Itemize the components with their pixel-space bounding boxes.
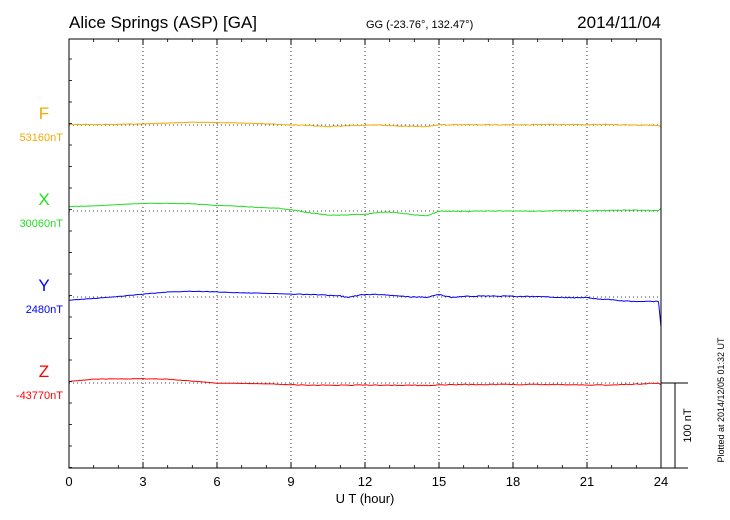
plotted-timestamp: Plotted at 2014/12/05 01:32 UT bbox=[716, 337, 726, 463]
baseline-value-y: 2480nT bbox=[26, 304, 64, 316]
x-tick-label: 3 bbox=[139, 474, 146, 489]
series-lines bbox=[68, 121, 662, 387]
baseline-value-x: 30060nT bbox=[20, 218, 64, 230]
x-axis-label: U T (hour) bbox=[336, 491, 395, 506]
baseline-value-f: 53160nT bbox=[20, 132, 64, 144]
channel-name-z: Z bbox=[39, 362, 49, 381]
x-tick-label: 24 bbox=[654, 474, 668, 489]
series-line-x bbox=[69, 202, 662, 217]
channel-labels: F 53160nT X 30060nT Y 2480nT Z -43770nT bbox=[16, 104, 63, 402]
scale-bar bbox=[661, 382, 688, 469]
x-tick-label: 12 bbox=[358, 474, 372, 489]
x-axis-ticks: 0 3 6 9 12 15 18 21 24 bbox=[65, 39, 668, 489]
coordinates-label: GG (-23.76°, 132.47°) bbox=[366, 19, 473, 31]
x-tick-label: 6 bbox=[213, 474, 220, 489]
x-tick-label: 9 bbox=[287, 474, 294, 489]
baseline-value-z: -43770nT bbox=[16, 390, 63, 402]
x-tick-label: 15 bbox=[432, 474, 446, 489]
station-title: Alice Springs (ASP) [GA] bbox=[69, 13, 257, 32]
date-label: 2014/11/04 bbox=[577, 13, 661, 32]
channel-name-f: F bbox=[39, 104, 49, 123]
x-tick-label: 18 bbox=[506, 474, 520, 489]
x-tick-label: 0 bbox=[65, 474, 72, 489]
channel-name-y: Y bbox=[38, 276, 49, 295]
series-line-z bbox=[68, 377, 662, 387]
series-line-y bbox=[69, 290, 662, 328]
channel-name-x: X bbox=[38, 190, 49, 209]
series-line-f bbox=[69, 121, 662, 128]
scale-bar-label: 100 nT bbox=[682, 408, 694, 443]
grid bbox=[142, 39, 588, 468]
x-tick-label: 21 bbox=[580, 474, 594, 489]
